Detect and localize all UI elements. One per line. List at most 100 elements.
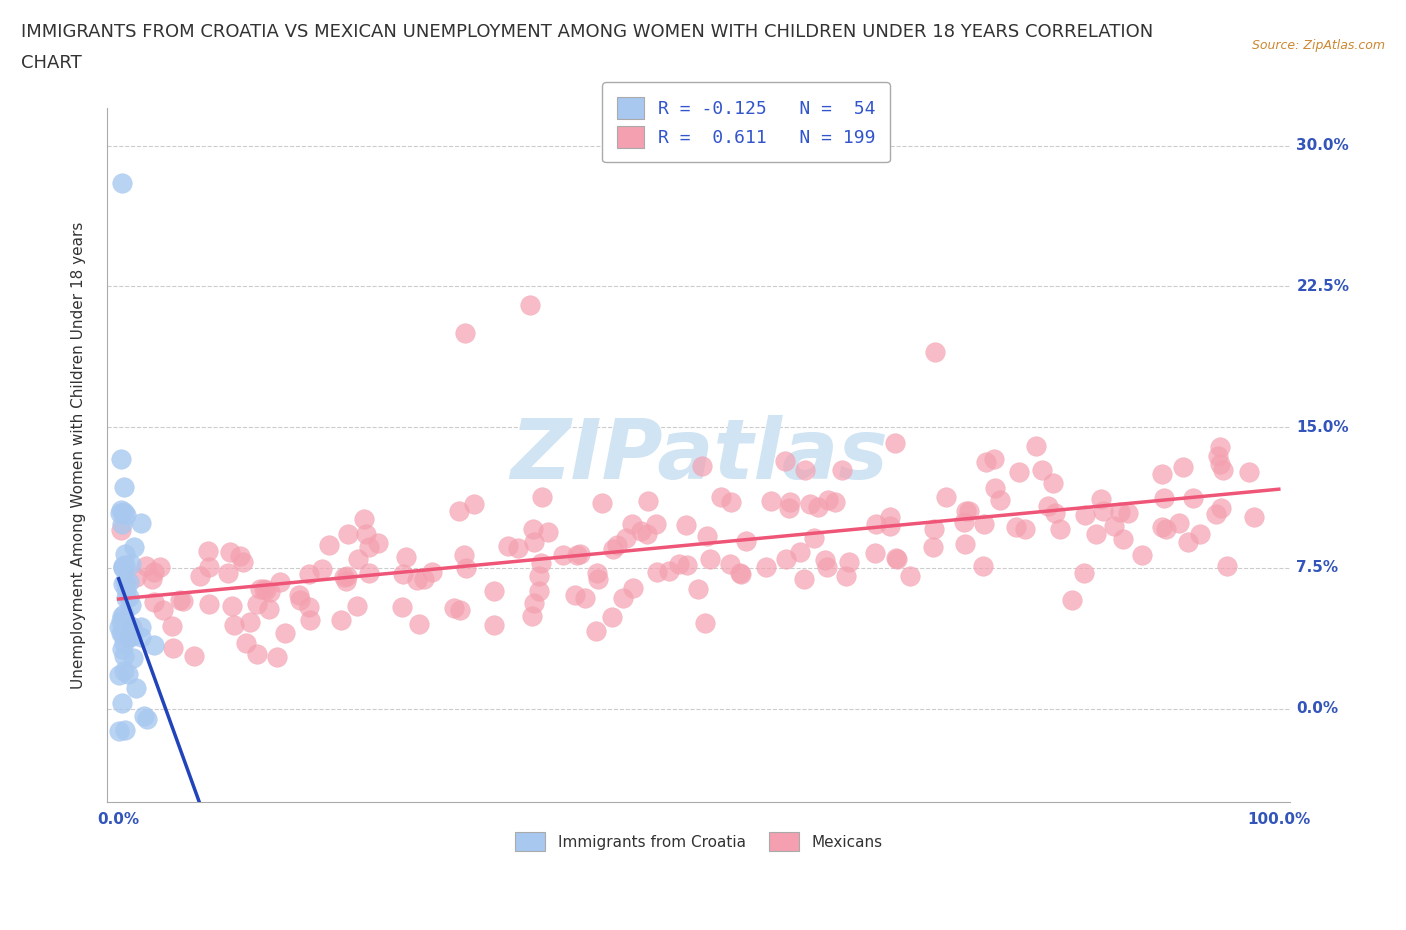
Point [391,566,413,581]
Point [114,582,136,597]
Point [112,627,135,642]
Point [124,681,146,696]
Point [591,496,613,511]
Point [114,547,136,562]
Point [974,454,997,469]
Point [522,522,544,537]
Point [111,516,134,531]
Text: 22.5%: 22.5% [1296,279,1350,294]
Point [973,516,995,531]
Point [1008,464,1031,479]
Point [110,626,132,641]
Point [585,624,607,639]
Point [953,515,976,530]
Point [269,574,291,589]
Point [110,523,132,538]
Point [120,557,142,572]
Point [815,559,838,574]
Point [114,508,136,523]
Point [288,588,311,603]
Point [253,581,276,596]
Point [266,650,288,665]
Point [1209,457,1232,472]
Point [1042,475,1064,490]
Point [924,521,946,536]
Point [115,628,138,643]
Point [922,539,945,554]
Text: Source: ZipAtlas.com: Source: ZipAtlas.com [1251,39,1385,52]
Point [221,598,243,613]
Point [1085,526,1108,541]
Point [955,503,977,518]
Point [523,535,546,550]
Point [621,516,644,531]
Point [803,530,825,545]
Point [115,626,138,641]
Point [585,565,607,580]
Point [983,451,1005,466]
Point [111,641,134,656]
Point [274,625,297,640]
Point [1205,507,1227,522]
Point [449,603,471,618]
Point [675,517,697,532]
Point [865,516,887,531]
Point [693,616,716,631]
Point [172,593,194,608]
Point [420,565,443,579]
Point [408,617,430,631]
Point [359,565,381,580]
Point [1036,498,1059,513]
Point [988,493,1011,508]
Point [759,494,782,509]
Point [318,538,340,552]
Point [232,555,254,570]
Point [728,566,751,581]
Point [793,463,815,478]
Point [135,558,157,573]
Point [520,608,543,623]
Point [1102,518,1125,533]
Point [122,539,145,554]
Point [574,591,596,605]
Point [118,590,141,604]
Text: 30.0%: 30.0% [1296,138,1348,153]
Point [298,599,321,614]
Point [259,585,281,600]
Point [879,519,901,534]
Point [1171,459,1194,474]
Point [551,547,574,562]
Point [118,630,141,644]
Point [807,500,830,515]
Point [129,515,152,530]
Point [112,505,135,520]
Point [778,500,800,515]
Point [329,613,352,628]
Point [246,596,269,611]
Point [1167,515,1189,530]
Point [152,603,174,618]
Point [898,568,921,583]
Point [114,573,136,588]
Point [108,667,131,682]
Point [110,696,132,711]
Point [817,492,839,507]
Point [834,568,856,583]
Point [453,548,475,563]
Point [530,555,553,570]
Point [110,502,132,517]
Point [935,490,957,505]
Point [1188,527,1211,542]
Point [405,572,427,587]
Point [637,494,659,509]
Point [115,591,138,605]
Point [1005,520,1028,535]
Point [132,709,155,724]
Point [218,545,240,560]
Point [141,572,163,587]
Point [529,584,551,599]
Point [523,596,546,611]
Point [254,582,277,597]
Point [125,569,148,584]
Point [688,581,710,596]
